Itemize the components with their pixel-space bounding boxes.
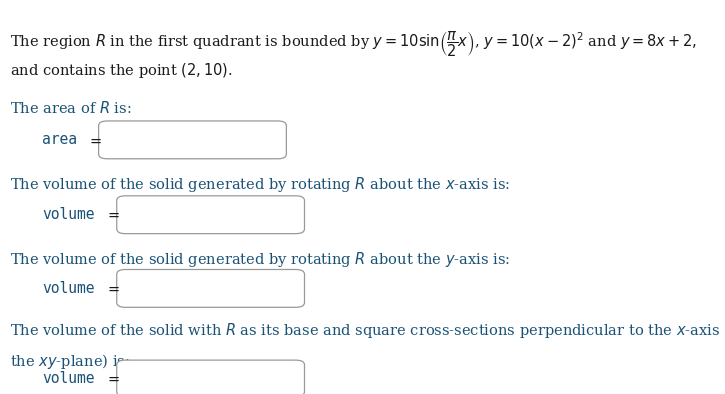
Text: area: area (42, 132, 77, 147)
Text: volume: volume (42, 281, 94, 296)
FancyBboxPatch shape (99, 121, 286, 159)
Text: $=$: $=$ (105, 281, 120, 296)
Text: $=$: $=$ (87, 132, 102, 147)
FancyBboxPatch shape (117, 196, 304, 234)
Text: volume: volume (42, 207, 94, 222)
Text: The volume of the solid with $\mathit{R}$ as its base and square cross-sections : The volume of the solid with $\mathit{R}… (10, 321, 725, 340)
Text: The region $\mathit{R}$ in the first quadrant is bounded by $y = 10\sin\!\left(\: The region $\mathit{R}$ in the first qua… (10, 30, 697, 59)
Text: The volume of the solid generated by rotating $\mathit{R}$ about the $x$-axis is: The volume of the solid generated by rot… (10, 175, 510, 194)
Text: The volume of the solid generated by rotating $\mathit{R}$ about the $y$-axis is: The volume of the solid generated by rot… (10, 250, 510, 269)
Text: $=$: $=$ (105, 207, 120, 222)
Text: the $xy$-plane) is:: the $xy$-plane) is: (10, 352, 130, 371)
FancyBboxPatch shape (117, 360, 304, 394)
Text: and contains the point $(2, 10)$.: and contains the point $(2, 10)$. (10, 61, 233, 80)
Text: $=$: $=$ (105, 371, 120, 386)
Text: volume: volume (42, 371, 94, 386)
FancyBboxPatch shape (117, 269, 304, 307)
Text: The area of $\mathit{R}$ is:: The area of $\mathit{R}$ is: (10, 100, 132, 117)
